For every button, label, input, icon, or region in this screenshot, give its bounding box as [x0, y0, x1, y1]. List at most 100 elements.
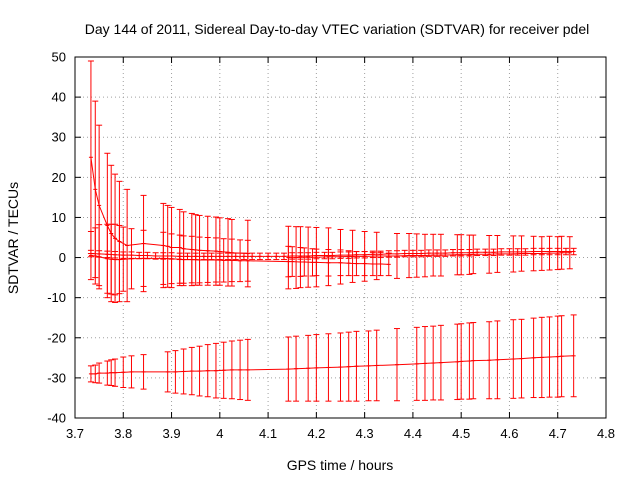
- error-bar: [196, 345, 203, 397]
- x-tick-label: 4.8: [597, 426, 615, 441]
- error-bar: [96, 362, 103, 384]
- error-bar: [393, 328, 400, 402]
- y-tick-label: -30: [47, 370, 66, 385]
- error-bar: [232, 252, 239, 261]
- error-bar: [220, 238, 227, 283]
- x-tick-label: 4.6: [500, 426, 518, 441]
- error-bar: [349, 229, 356, 283]
- error-bar: [373, 231, 380, 281]
- error-bar: [546, 235, 553, 271]
- error-bar: [325, 227, 332, 287]
- x-tick-label: 4.1: [259, 426, 277, 441]
- error-bar: [152, 252, 159, 260]
- error-bar: [305, 334, 312, 402]
- y-tick-label: 50: [52, 50, 66, 65]
- error-bar: [196, 236, 203, 284]
- error-bar: [237, 239, 244, 283]
- x-tick-label: 4.5: [452, 426, 470, 441]
- plot-frame: [74, 56, 607, 419]
- series-0: [87, 60, 251, 303]
- x-tick-label: 4.4: [404, 426, 422, 441]
- error-bar: [510, 235, 517, 273]
- error-bar: [87, 249, 94, 258]
- error-bar: [208, 252, 215, 261]
- error-bar: [437, 324, 444, 401]
- error-bar: [482, 248, 489, 257]
- chart-title: Day 144 of 2011, Sidereal Day-to-day VTE…: [85, 21, 589, 37]
- error-bar: [413, 326, 420, 401]
- error-bar: [345, 331, 352, 402]
- x-tick-label: 4.2: [307, 426, 325, 441]
- error-bar: [188, 346, 195, 396]
- error-bar: [570, 314, 577, 398]
- error-bar: [486, 234, 493, 274]
- error-bar: [256, 252, 263, 261]
- error-bar: [172, 350, 179, 394]
- error-bar: [406, 232, 413, 279]
- error-bar: [337, 228, 344, 285]
- error-bar: [244, 239, 251, 282]
- error-bar: [522, 248, 529, 256]
- error-bar: [353, 330, 360, 402]
- error-bar: [518, 235, 525, 272]
- error-bar: [538, 316, 545, 399]
- error-bar: [225, 218, 232, 287]
- error-bar: [329, 251, 336, 260]
- error-bar: [373, 329, 380, 402]
- x-tick-label: 4: [216, 426, 223, 441]
- error-bar: [289, 246, 296, 277]
- error-bar: [413, 233, 420, 278]
- y-axis-label: SDTVAR / TECUs: [5, 182, 21, 294]
- series-2: [87, 223, 392, 296]
- error-bar: [120, 356, 127, 389]
- x-tick-label: 3.8: [114, 426, 132, 441]
- y-tick-label: 40: [52, 90, 66, 105]
- error-bar: [494, 234, 501, 273]
- y-tick-label: 10: [52, 210, 66, 225]
- error-bar: [285, 225, 292, 290]
- error-bar: [421, 233, 428, 278]
- error-bar: [281, 252, 288, 261]
- error-bar: [128, 355, 135, 389]
- y-tick-label: -40: [47, 411, 66, 426]
- error-bar: [530, 235, 537, 272]
- error-bar: [216, 217, 223, 286]
- error-bar: [104, 360, 111, 386]
- error-bar: [112, 223, 119, 296]
- error-bar: [301, 247, 308, 277]
- error-bar: [562, 247, 569, 256]
- error-bar: [120, 226, 127, 292]
- x-tick-label: 4.7: [549, 426, 567, 441]
- error-bar: [345, 251, 352, 259]
- y-tick-label: 30: [52, 130, 66, 145]
- error-bar: [244, 338, 251, 401]
- error-bar: [486, 321, 493, 400]
- error-bar: [96, 250, 103, 258]
- error-bar: [124, 188, 131, 303]
- error-bar: [430, 325, 437, 401]
- x-tick-label: 3.7: [66, 426, 84, 441]
- error-bar: [228, 340, 235, 400]
- error-bar: [144, 251, 151, 260]
- error-bar: [546, 316, 553, 398]
- error-bar: [212, 342, 219, 399]
- y-tick-label: 0: [59, 250, 66, 265]
- error-bar: [470, 234, 477, 275]
- error-bar: [220, 341, 227, 399]
- error-bar: [108, 359, 115, 387]
- error-bar: [297, 226, 304, 289]
- series-line: [90, 355, 574, 375]
- error-bar: [136, 251, 143, 260]
- data-series: [87, 60, 577, 402]
- error-bar: [240, 252, 247, 261]
- error-bar: [112, 251, 119, 259]
- error-bar: [120, 251, 127, 259]
- error-bar: [216, 252, 223, 261]
- y-tick-label: 20: [52, 170, 66, 185]
- series-1: [87, 314, 577, 402]
- x-axis-label: GPS time / hours: [287, 457, 394, 473]
- error-bar: [225, 252, 232, 261]
- error-bar: [313, 334, 320, 402]
- error-bar: [458, 323, 465, 400]
